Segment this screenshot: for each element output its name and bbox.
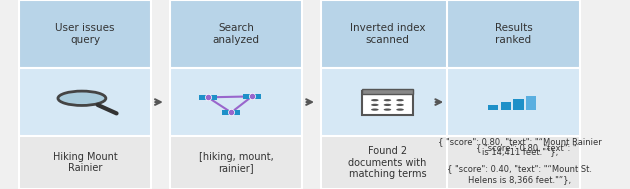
Circle shape [396,104,404,106]
Bar [243,94,261,99]
Bar [362,89,413,94]
Text: { "score": 0.80, "text": "“Mount Rainier
is 14,411 feet."”},: { "score": 0.80, "text": "“Mount Rainier… [438,137,602,156]
Bar [321,0,454,68]
Text: { "score": 0.80, "text": ": { "score": 0.80, "text": " [476,143,576,152]
Text: [hiking, mount,
rainier]: [hiking, mount, rainier] [199,152,273,173]
Text: Hiking Mount
Rainier: Hiking Mount Rainier [53,152,117,173]
Bar [19,0,151,68]
Bar [362,91,413,115]
Bar [19,68,151,136]
Bar [222,110,240,115]
Bar [447,0,580,68]
Circle shape [371,104,379,106]
Text: Found 2
documents with
matching terms: Found 2 documents with matching terms [348,146,427,179]
Circle shape [396,108,404,111]
Text: { "score": 0.40, "text": "“Mount St.
Helens is 8,366 feet."”},: { "score": 0.40, "text": "“Mount St. Hel… [447,164,592,184]
Circle shape [58,91,106,105]
Circle shape [371,99,379,101]
Circle shape [384,104,391,106]
Bar [199,95,217,100]
Circle shape [384,99,391,101]
Bar [513,99,524,110]
Circle shape [396,99,404,101]
Circle shape [384,108,391,111]
Text: User issues
query: User issues query [55,23,115,45]
Bar [170,0,302,68]
Bar [170,136,302,189]
Bar [488,105,498,110]
Text: Results
ranked: Results ranked [495,23,532,45]
Bar [321,136,454,189]
Bar [19,136,151,189]
Bar [447,68,580,136]
Bar [321,68,454,136]
Bar [447,136,580,189]
Bar [501,102,511,110]
Bar [526,96,536,110]
Text: Inverted index
scanned: Inverted index scanned [350,23,425,45]
Circle shape [371,108,379,111]
Bar [170,68,302,136]
Text: Search
analyzed: Search analyzed [213,23,260,45]
